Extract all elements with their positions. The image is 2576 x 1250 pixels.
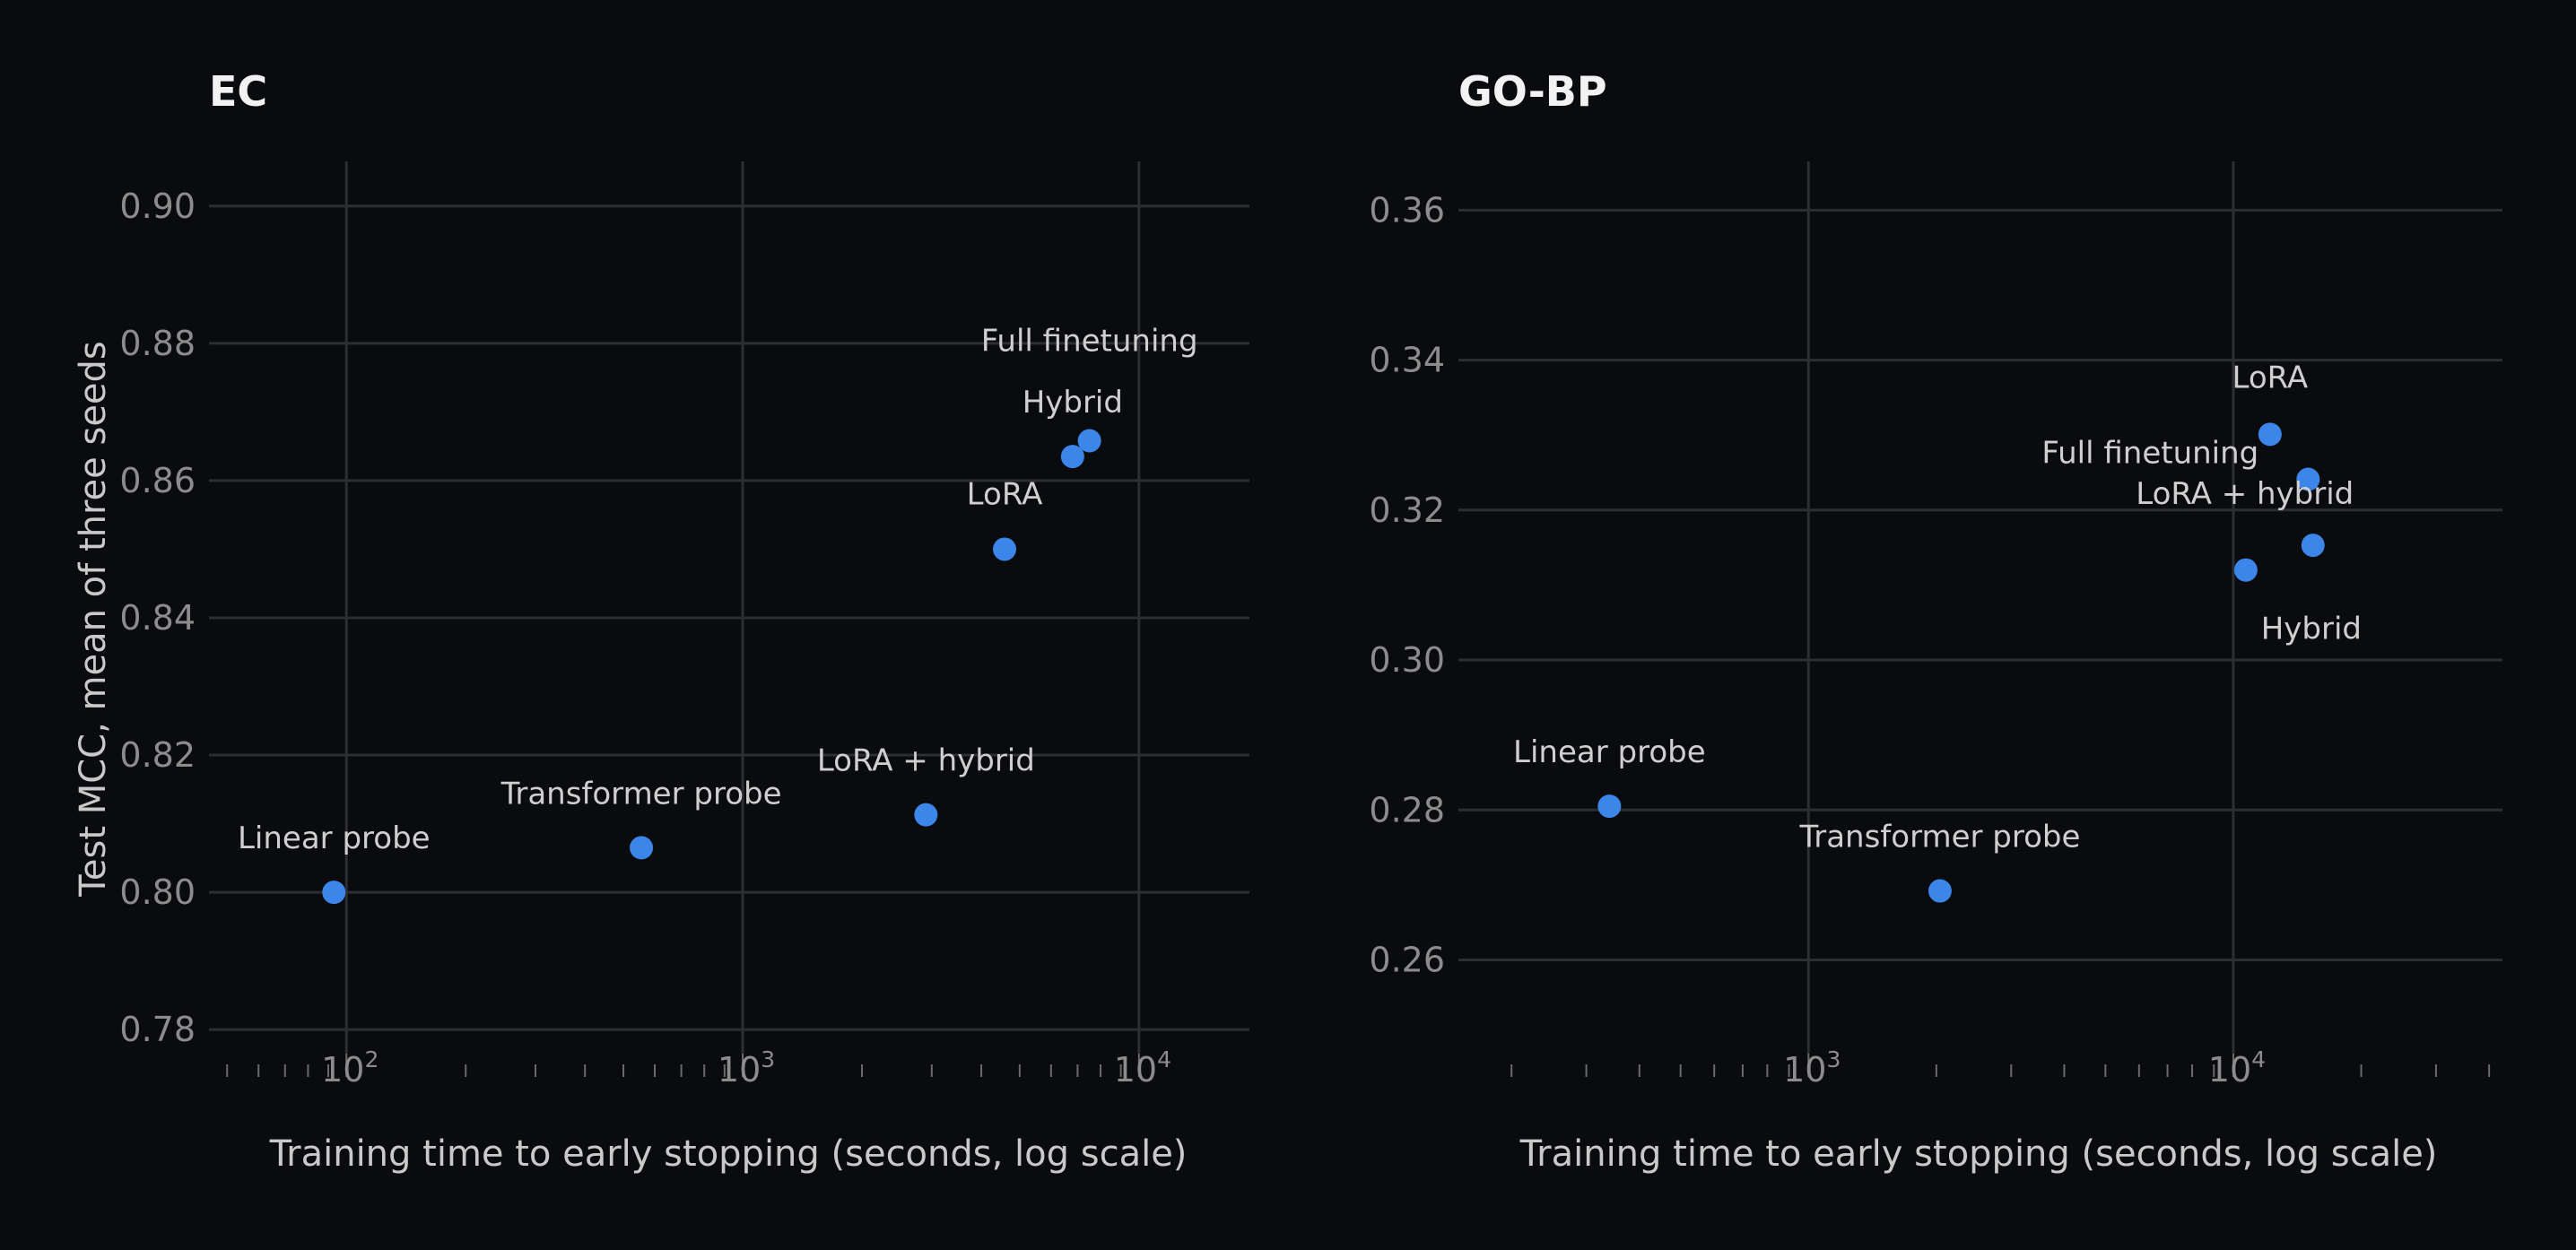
x-tick-exponent: 4 <box>2251 1046 2266 1072</box>
minor-ticks <box>1510 1054 2491 1077</box>
point-label: Linear probe <box>1513 734 1706 770</box>
y-tick-label: 0.80 <box>119 872 196 912</box>
panel-ec: EC 0.780.800.820.840.860.880.90 102 103 10… <box>73 67 1249 1175</box>
point-label: LoRA <box>967 476 1043 512</box>
x-tick-base: 10 <box>1783 1050 1826 1089</box>
y-tick-label: 0.28 <box>1369 790 1445 829</box>
y-tick-label: 0.78 <box>119 1010 196 1049</box>
point-label: Full finetuning <box>981 324 1198 360</box>
y-tick-labels: 0.26 0.28 0.30 0.32 0.34 0.36 <box>1369 190 1445 979</box>
point-label: Full finetuning <box>2041 436 2258 472</box>
data-point <box>2258 422 2282 447</box>
x-tick-base: 10 <box>321 1050 364 1089</box>
point-label: Transformer probe <box>500 776 782 812</box>
x-tick-label: 104 <box>2208 1046 2266 1089</box>
gridlines <box>1458 161 2502 1054</box>
panel-title: GO-BP <box>1458 67 1607 116</box>
y-tick-label: 0.30 <box>1369 640 1445 680</box>
x-tick-base: 10 <box>1114 1050 1157 1089</box>
point-labels: Linear probe Transformer probe LoRA Full fi… <box>1513 360 2362 855</box>
point-label: Hybrid <box>2261 612 2362 647</box>
panel-go-bp: GO-BP 0.260.280.300.320.340.36 103 104 Li… <box>1369 67 2502 1175</box>
data-point <box>2233 558 2258 582</box>
data-point <box>1077 429 1101 453</box>
x-tick-labels: 102 103 104 <box>321 1046 1171 1089</box>
y-tick-label: 0.84 <box>119 598 196 638</box>
data-point <box>914 803 938 827</box>
y-tick-label: 0.34 <box>1369 341 1445 380</box>
data-point <box>993 537 1017 561</box>
data-point <box>2301 534 2325 558</box>
data-point <box>1928 879 1952 903</box>
x-tick-labels: 103 104 <box>1783 1046 2266 1089</box>
y-tick-label: 0.32 <box>1369 490 1445 530</box>
point-label: Hybrid <box>1023 385 1123 421</box>
y-tick-label: 0.36 <box>1369 190 1445 230</box>
x-tick-exponent: 3 <box>1826 1046 1841 1072</box>
point-label: LoRA <box>2232 360 2309 395</box>
data-points <box>322 429 1101 905</box>
x-tick-label: 104 <box>1114 1046 1171 1089</box>
point-label: Transformer probe <box>1798 820 2080 855</box>
data-point <box>2296 467 2320 491</box>
y-tick-label: 0.90 <box>119 187 196 226</box>
point-label: LoRA + hybrid <box>2136 476 2354 512</box>
panel-title: EC <box>209 67 267 116</box>
point-labels: Linear probe Transformer probe LoRA + hybr… <box>238 324 1198 857</box>
y-axis-label: Test MCC, mean of three seeds <box>73 341 114 898</box>
x-tick-label: 102 <box>321 1046 379 1089</box>
y-tick-label: 0.86 <box>119 461 196 500</box>
x-tick-exponent: 4 <box>1157 1046 1171 1072</box>
x-tick-exponent: 2 <box>364 1046 379 1072</box>
gridlines <box>209 161 1249 1054</box>
data-point <box>1597 794 1622 819</box>
x-tick-label: 103 <box>718 1046 775 1089</box>
y-tick-label: 0.82 <box>119 735 196 775</box>
x-tick-base: 10 <box>2208 1050 2251 1089</box>
y-tick-labels: 0.78 0.80 0.82 0.84 0.86 0.88 0.90 <box>119 187 196 1049</box>
y-tick-label: 0.26 <box>1369 940 1445 979</box>
x-tick-label: 103 <box>1783 1046 1841 1089</box>
data-point <box>322 881 346 905</box>
x-tick-exponent: 3 <box>761 1046 775 1072</box>
x-axis-label: Training time to early stopping (seconds… <box>269 1133 1188 1175</box>
y-tick-label: 0.88 <box>119 324 196 363</box>
x-tick-base: 10 <box>718 1050 761 1089</box>
data-point <box>630 836 654 860</box>
point-label: Linear probe <box>238 820 431 856</box>
data-point <box>1060 445 1084 469</box>
point-label: LoRA + hybrid <box>817 743 1035 779</box>
minor-ticks <box>226 1054 1140 1077</box>
data-points <box>1597 422 2325 903</box>
x-axis-label: Training time to early stopping (seconds… <box>1519 1133 2438 1175</box>
